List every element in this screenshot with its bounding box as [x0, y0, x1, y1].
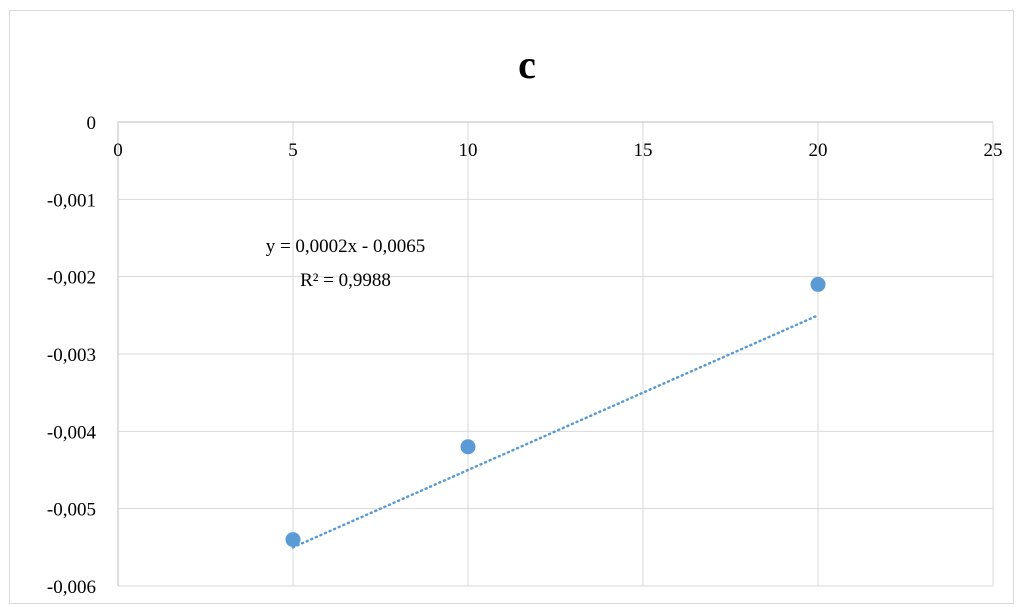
x-tick-label: 15: [634, 140, 653, 161]
trendline: [291, 314, 820, 549]
tick-labels: 0 5 10 15 20 25 0 -0,001 -0,002 -0,003 -0,004 -0,00…: [47, 113, 1003, 598]
data-points: [285, 276, 826, 548]
trendline-equation: y = 0,0002x - 0,0065: [266, 236, 426, 257]
x-tick-label: 10: [459, 140, 478, 161]
x-tick-label: 20: [809, 140, 828, 161]
y-tick-label: -0,003: [47, 345, 96, 366]
grid: [117, 121, 994, 587]
data-point: [460, 439, 476, 455]
y-tick-label: -0,006: [47, 577, 96, 598]
data-point: [810, 276, 826, 292]
chart-title: c: [518, 42, 536, 87]
x-tick-label: 0: [113, 140, 123, 161]
chart-area: [9, 10, 1014, 604]
trendline-r-squared: R² = 0,9988: [300, 270, 391, 291]
y-tick-label: -0,002: [47, 268, 96, 289]
data-point: [285, 532, 301, 548]
x-tick-label: 25: [984, 140, 1003, 161]
x-tick-label: 5: [288, 140, 298, 161]
trendline-layer: [291, 314, 820, 549]
y-tick-label: -0,005: [47, 500, 96, 521]
y-tick-label: -0,004: [47, 422, 97, 443]
y-tick-label: 0: [87, 113, 97, 134]
y-tick-label: -0,001: [47, 190, 96, 211]
